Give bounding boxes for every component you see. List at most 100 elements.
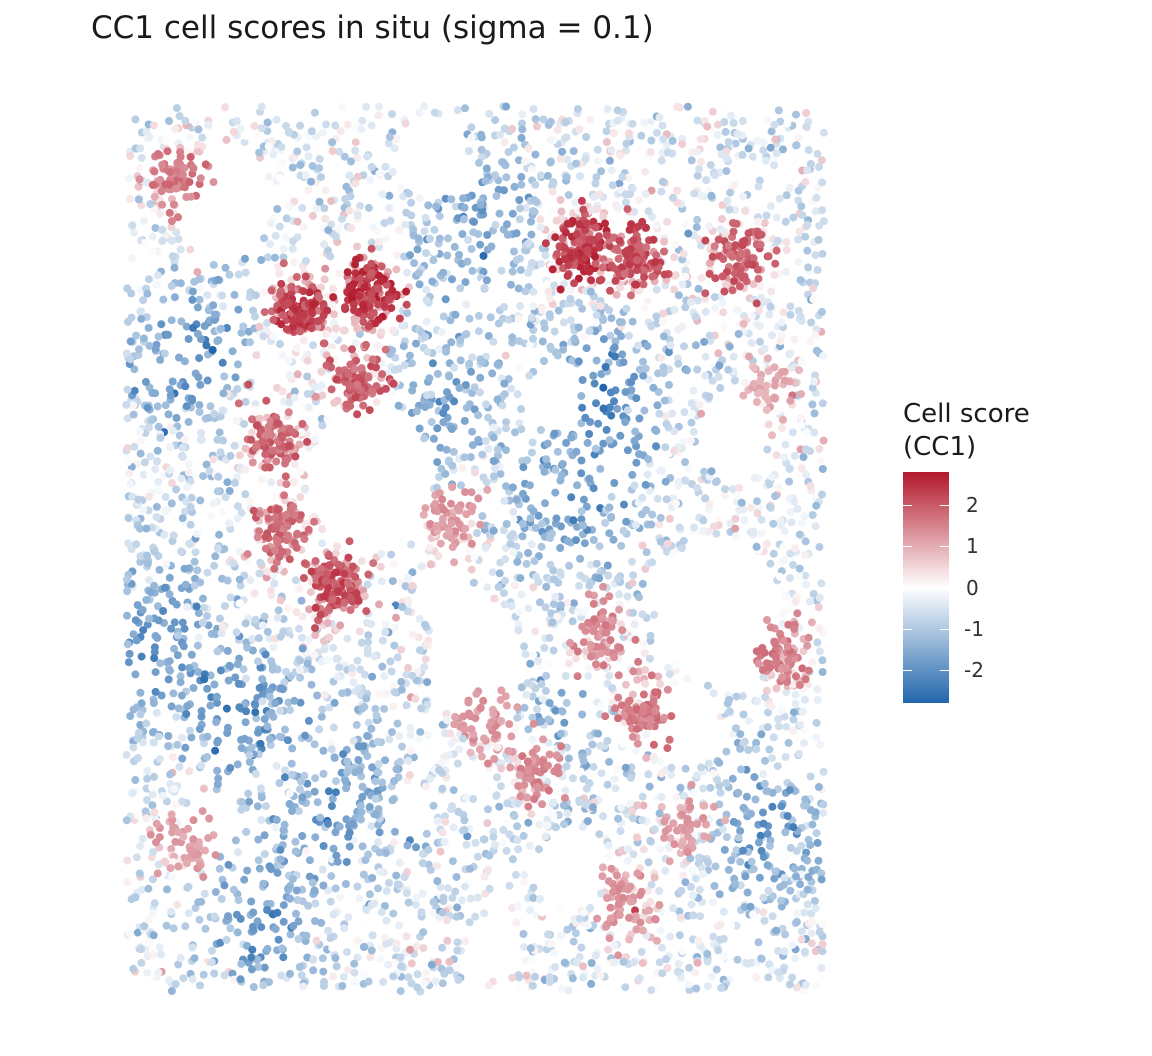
cell-point (338, 982, 347, 990)
cell-point (257, 475, 266, 484)
cell-point (635, 414, 644, 423)
cell-point (531, 115, 540, 124)
cell-point (443, 388, 451, 397)
cell-point (430, 225, 439, 234)
cell-point (771, 135, 780, 144)
cell-point (578, 710, 587, 719)
cell-point (436, 847, 445, 856)
cell-point (347, 157, 355, 166)
cell-point (429, 434, 438, 443)
cell-point (395, 858, 404, 867)
cell-point (662, 412, 671, 421)
cell-point (567, 493, 576, 502)
cell-point (434, 345, 443, 354)
cell-point (638, 792, 647, 801)
cell-point (266, 240, 275, 249)
cell-point (766, 143, 775, 152)
cell-point (223, 478, 232, 487)
cell-point (267, 865, 275, 874)
cell-point (726, 188, 735, 197)
cell-point (171, 125, 180, 133)
cell-point (585, 474, 594, 483)
cell-point (380, 219, 389, 228)
cell-point (407, 198, 416, 207)
cell-point (804, 146, 813, 155)
cell-point (537, 717, 546, 726)
cell-point (473, 893, 482, 902)
cell-point (177, 474, 186, 483)
cell-point (205, 467, 214, 475)
cell-point (756, 321, 764, 330)
cell-point (686, 436, 695, 445)
cell-point (741, 872, 750, 881)
cell-point (386, 216, 395, 225)
cell-point (208, 346, 217, 354)
cell-point (556, 195, 565, 204)
cell-point (638, 579, 647, 588)
cell-point (521, 650, 530, 659)
cell-point (491, 116, 500, 125)
cell-point (462, 300, 471, 309)
cell-point (819, 809, 828, 817)
cell-point (485, 851, 494, 860)
cell-point (396, 962, 405, 971)
cell-point (673, 186, 682, 195)
cell-point (794, 134, 803, 143)
cell-point (312, 936, 321, 945)
cell-point (206, 402, 215, 411)
cell-point (194, 633, 203, 642)
cell-point (404, 973, 413, 982)
cell-point (439, 268, 448, 277)
cell-point (502, 173, 511, 182)
cell-point (178, 754, 187, 763)
cell-point (529, 507, 538, 516)
cell-point (575, 581, 584, 590)
cell-point (298, 832, 307, 840)
cell-point (582, 133, 591, 141)
cell-point (545, 310, 554, 319)
cell-point (624, 129, 633, 138)
cell-point (461, 381, 470, 389)
cell-point (402, 889, 411, 898)
cell-point (708, 376, 717, 385)
cell-point (196, 496, 205, 505)
cell-point (791, 153, 800, 162)
cell-point (242, 674, 250, 683)
cell-point (508, 483, 517, 492)
cell-point (440, 837, 449, 846)
cell-point (336, 127, 345, 136)
cell-point (602, 138, 611, 146)
cell-point (710, 882, 719, 890)
cell-point (477, 130, 486, 139)
cell-point (170, 644, 179, 653)
cell-point (307, 177, 315, 186)
cell-point (579, 908, 588, 917)
cell-point (524, 144, 533, 153)
cell-point (647, 520, 656, 529)
cell-point (123, 385, 132, 394)
cell-point (428, 277, 437, 286)
cell-point (475, 158, 483, 167)
cell-point (777, 802, 786, 811)
cell-point (617, 584, 626, 593)
cell-point (453, 759, 462, 768)
cell-point (332, 654, 341, 663)
cell-point (807, 618, 816, 627)
cell-point (701, 371, 710, 380)
cell-point (517, 425, 526, 434)
cell-point (755, 306, 763, 315)
cell-point (276, 596, 285, 605)
cell-point (688, 148, 697, 157)
cell-point (716, 788, 725, 797)
cell-point (815, 647, 824, 656)
cell-point (352, 720, 361, 729)
cell-point (764, 973, 773, 982)
cell-point (442, 347, 451, 356)
cell-point (291, 460, 300, 469)
cell-point (529, 207, 537, 215)
cell-point (235, 599, 244, 608)
cell-point (263, 722, 272, 731)
cell-point (808, 820, 817, 829)
cell-point (763, 861, 772, 870)
cell-point (814, 603, 823, 612)
